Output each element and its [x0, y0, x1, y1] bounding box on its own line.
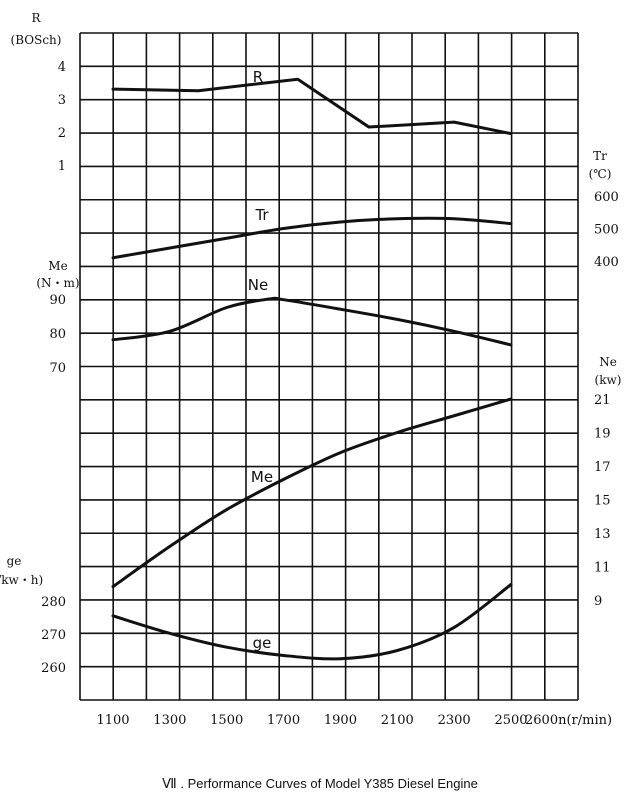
y-tick-label-ne: 11: [594, 561, 611, 576]
y-tick-label-ge: 280: [41, 595, 66, 610]
x-tick-label: 1300: [153, 713, 186, 728]
y-tick-label-ne: 9: [594, 594, 602, 609]
series-label-ne: Ne: [248, 276, 268, 294]
axis-title-tr: Tr: [593, 149, 607, 163]
y-tick-label-ge: 270: [41, 628, 66, 643]
y-tick-label-tr: 500: [594, 223, 619, 238]
x-tick-label: 1900: [324, 713, 357, 728]
axis-title-r: R: [31, 11, 41, 25]
axis-title-ge: ge: [7, 554, 22, 568]
axis-unit-tr: (℃): [589, 167, 612, 181]
series-label-me: Me: [251, 468, 273, 486]
y-tick-label-me: 80: [49, 327, 66, 342]
curve-me: [111, 397, 513, 589]
y-tick-label-ne: 15: [594, 494, 611, 509]
y-tick-label-me: 90: [49, 293, 66, 308]
x-tick-label: 2100: [381, 713, 414, 728]
x-tick-label: 1100: [96, 713, 129, 728]
x-tick-label: 1700: [267, 713, 300, 728]
y-tick-label-r: 1: [58, 159, 66, 174]
axis-unit-me: (N・m): [36, 276, 79, 290]
axis-unit-ge: (g/kw・h): [0, 573, 43, 587]
y-tick-label-tr: 400: [594, 255, 619, 270]
axis-labels: 1100 1300 1500 1700 1900 2100 2300 25002600n(r/…: [0, 11, 621, 728]
y-tick-label-r: 2: [58, 126, 66, 141]
y-tick-label-ne: 13: [594, 527, 611, 542]
series-label-tr: Tr: [254, 206, 269, 224]
y-tick-label-ne: 19: [594, 427, 611, 442]
series-label-ge: ge: [253, 634, 272, 652]
curve-r: [111, 77, 513, 136]
figure-caption: Ⅶ . Performance Curves of Model Y385 Die…: [162, 776, 478, 791]
y-tick-label-tr: 600: [594, 190, 619, 205]
x-tick-label: 2300: [438, 713, 471, 728]
axis-title-me: Me: [48, 259, 67, 273]
curve-ge: [111, 583, 513, 661]
x-tick-label: 2600n(r/min): [525, 713, 612, 728]
axis-title-ne: Ne: [599, 355, 617, 369]
x-tick-label: 1500: [210, 713, 243, 728]
grid: [79, 32, 579, 701]
curve-tr: [111, 216, 513, 260]
curve-ne: [111, 296, 513, 347]
axis-unit-ne: (kw): [595, 373, 622, 387]
y-tick-label-ge: 260: [41, 661, 66, 676]
x-tick-label: 2500: [494, 713, 527, 728]
axis-unit-r: (BOSch): [11, 33, 62, 47]
curves: R Tr Ne Me ge: [111, 68, 513, 661]
y-tick-label-r: 3: [58, 93, 66, 108]
y-tick-label-ne: 21: [594, 393, 611, 408]
y-tick-label-ne: 17: [594, 460, 611, 475]
y-tick-label-me: 70: [49, 361, 66, 376]
y-tick-label-r: 4: [58, 60, 66, 75]
series-label-r: R: [253, 68, 263, 86]
